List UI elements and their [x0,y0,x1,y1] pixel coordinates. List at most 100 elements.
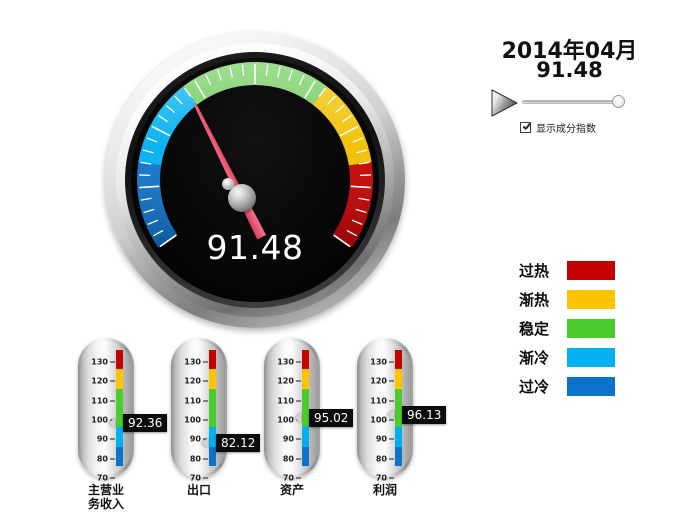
thermometer-value-tooltip: 96.13 [402,406,447,425]
thermometer-band [395,427,402,447]
thermometer-tick-mark [203,400,208,402]
gauge-minor-tick [205,74,212,86]
gauge-major-tick [339,125,359,137]
thermometer-tick-mark [296,380,301,382]
thermometer: 130 120 110 100 90 80 70 96.13 利润 [357,338,447,497]
legend-item-label: 渐冷 [519,348,550,367]
thermometer-tick-mark [296,477,301,479]
gauge-minor-tick [327,95,336,105]
thermometer-tick-label: 90 [375,434,387,444]
thermometer-band [395,388,402,428]
thermometer-bar [395,350,402,466]
thermometer-tick: 80 [376,454,394,463]
show-components-checkbox-row[interactable]: 显示成分指数 [520,120,596,135]
thermometer-tick-mark [389,400,394,402]
gauge-needle [242,198,244,200]
thermometer-tick-mark [203,361,208,363]
legend-item: 过冷 [519,376,615,396]
thermometer-band [116,369,123,389]
thermometer-tick-label: 130 [370,357,387,367]
thermometer-value-tooltip: 95.02 [309,408,354,427]
gauge-minor-tick [298,74,305,86]
gauge-minor-tick [356,149,368,154]
timeline-slider-track[interactable] [522,100,618,104]
checkbox-checked-icon[interactable] [520,122,531,133]
legend-item-label: 渐热 [519,290,550,309]
legend-color-swatch [567,376,615,396]
gauge-minor-tick [288,69,293,81]
thermometer-tick-label: 130 [277,357,294,367]
thermometer-band [116,388,123,428]
thermometer-label-line1: 出口 [186,483,211,497]
gauge-ring-gloss [137,62,373,248]
thermometer-tick-label: 110 [91,396,108,406]
legend-color-swatch [567,347,615,367]
thermometer-tick: 70 [190,474,208,483]
thermometer-tick-mark [203,419,208,421]
thermometer-tick-mark [296,400,301,402]
thermometer-tick: 70 [283,474,301,483]
thermometer-scale: 130 120 110 100 90 80 70 [362,350,394,483]
thermometer-tick-mark [296,361,301,363]
thermometer-band [395,350,402,370]
legend-color-swatch [567,260,615,280]
play-button[interactable] [489,88,519,118]
thermometer-tick-label: 110 [370,396,387,406]
gauge-minor-tick [358,161,370,165]
gauge-minor-tick [341,115,352,123]
thermometer: 130 120 110 100 90 80 70 82.12 出口 [171,338,261,497]
thermometer-bar [302,350,309,466]
thermometer-band [395,369,402,389]
thermometer-tick-mark [296,438,301,440]
legend-item-label: 过冷 [519,377,550,396]
thermometer: 130 120 110 100 90 80 70 92.36 主营业 务收入 [78,338,168,511]
thermometer-tick-label: 100 [277,415,294,425]
thermometer-tick-mark [389,458,394,460]
gauge-minor-tick [355,208,367,214]
thermometer-tick-mark [203,458,208,460]
thermometer-tick: 130 [277,358,301,367]
needle-hub-center [222,178,234,190]
thermometer-tick-label: 100 [370,415,387,425]
legend-item: 过热 [519,260,615,280]
thermometer-bar [116,350,123,466]
thermometer-tick-mark [389,438,394,440]
thermometer-tick-mark [389,477,394,479]
thermometer-tick: 110 [91,396,115,405]
legend-item: 稳定 [519,318,615,338]
thermometer: 130 120 110 100 90 80 70 95.02 资产 [264,338,354,497]
thermometer-band [209,369,216,389]
gauge-minor-tick [146,137,158,143]
gauge-major-tick [304,80,316,99]
thermometer-value-tooltip: 92.36 [123,413,168,432]
gauge-minor-tick [147,219,159,225]
gauge-major-tick [151,125,171,137]
gauge-minor-tick [140,161,152,165]
thermometer-tick-label: 110 [184,396,201,406]
gauge-minor-tick [217,69,222,81]
thermometer-band [116,350,123,370]
legend-item: 渐热 [519,289,615,309]
thermometer-value-marker [294,412,301,423]
timeline-slider-thumb[interactable] [612,95,625,108]
legend-color-swatch [567,318,615,338]
gauge-minor-tick [152,229,164,237]
thermometer-tick: 110 [370,396,394,405]
thermometer-tick-mark [110,438,115,440]
thermometer-band [209,427,216,447]
legend-item: 渐冷 [519,347,615,367]
thermometer-band [209,446,216,466]
legend-color-swatch [567,289,615,309]
thermometer-tick: 130 [91,358,115,367]
thermometer-tick-mark [203,477,208,479]
thermometer-bar [209,350,216,466]
thermometer-band [116,446,123,466]
thermometer-tick-label: 80 [189,454,201,464]
thermometer-tick-label: 120 [184,376,201,386]
thermometer-value-marker [201,437,208,448]
thermometer-tick-label: 80 [282,454,294,464]
thermometer-tick-label: 100 [184,415,201,425]
thermometer-value-tooltip: 82.12 [216,433,261,452]
thermometer-label-line1: 利润 [372,483,397,497]
gauge-minor-tick [142,149,154,154]
